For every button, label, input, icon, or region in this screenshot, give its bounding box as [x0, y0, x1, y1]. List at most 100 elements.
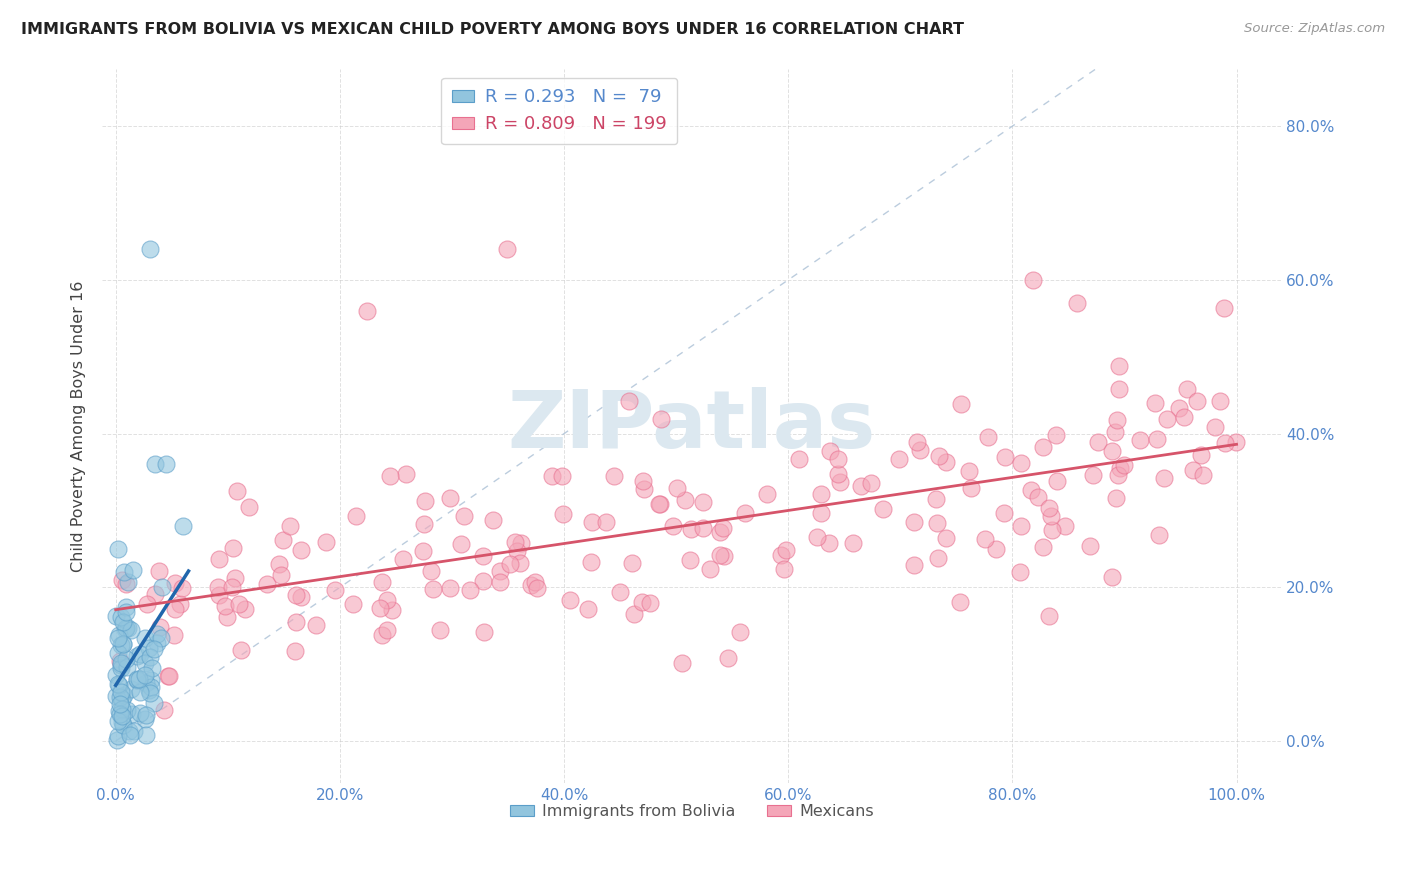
Point: [993, 450, 1015, 464]
Point: [1104, 425, 1126, 439]
Point: [1087, 434, 1109, 449]
Point: [208, 551, 231, 566]
Point: [558, 593, 581, 607]
Point: [111, 709, 134, 723]
Point: [647, 497, 669, 511]
Point: [108, 678, 131, 692]
Point: [315, 535, 337, 549]
Point: [143, 458, 166, 472]
Point: [1046, 474, 1069, 488]
Point: [927, 550, 949, 565]
Point: [603, 468, 626, 483]
Point: [631, 595, 654, 609]
Point: [420, 564, 443, 578]
Point: [935, 455, 957, 469]
Point: [905, 434, 928, 449]
Point: [1078, 539, 1101, 553]
Text: ZIPatlas: ZIPatlas: [508, 387, 876, 465]
Point: [828, 475, 851, 490]
Point: [818, 536, 841, 550]
Point: [755, 487, 778, 501]
Point: [1156, 412, 1178, 426]
Point: [1021, 483, 1043, 498]
Point: [1032, 541, 1054, 555]
Point: [128, 685, 150, 699]
Point: [371, 628, 394, 642]
Point: [1032, 440, 1054, 454]
Point: [110, 661, 132, 675]
Point: [107, 646, 129, 660]
Point: [1185, 393, 1208, 408]
Point: [1153, 471, 1175, 485]
Point: [122, 724, 145, 739]
Point: [134, 631, 156, 645]
Point: [157, 669, 180, 683]
Text: IMMIGRANTS FROM BOLIVIA VS MEXICAN CHILD POVERTY AMONG BOYS UNDER 16 CORRELATION: IMMIGRANTS FROM BOLIVIA VS MEXICAN CHILD…: [21, 22, 965, 37]
Point: [1212, 301, 1234, 315]
Point: [949, 397, 972, 411]
Point: [150, 581, 173, 595]
Point: [841, 536, 863, 550]
Point: [139, 686, 162, 700]
Y-axis label: Child Poverty Among Boys Under 16: Child Poverty Among Boys Under 16: [72, 280, 86, 572]
Point: [957, 464, 980, 478]
Point: [128, 673, 150, 687]
Point: [713, 549, 735, 563]
Point: [371, 574, 394, 589]
Point: [576, 601, 599, 615]
Point: [1182, 463, 1205, 477]
Point: [391, 551, 413, 566]
Point: [709, 548, 731, 562]
Point: [207, 580, 229, 594]
Point: [108, 697, 131, 711]
Point: [1107, 468, 1129, 483]
Point: [1112, 458, 1135, 473]
Point: [439, 581, 461, 595]
Point: [541, 469, 564, 483]
Point: [1167, 401, 1189, 416]
Point: [474, 624, 496, 639]
Point: [734, 506, 756, 520]
Point: [489, 565, 512, 579]
Point: [115, 621, 138, 635]
Point: [505, 535, 527, 549]
Point: [679, 553, 702, 567]
Point: [662, 519, 685, 533]
Point: [222, 541, 245, 555]
Point: [496, 242, 519, 256]
Point: [228, 597, 250, 611]
Point: [1191, 468, 1213, 483]
Point: [150, 631, 173, 645]
Point: [215, 610, 238, 624]
Point: [633, 482, 655, 496]
Point: [806, 530, 828, 544]
Point: [117, 621, 139, 635]
Point: [107, 729, 129, 743]
Point: [1040, 508, 1063, 523]
Point: [271, 533, 294, 548]
Point: [380, 469, 402, 483]
Point: [107, 631, 129, 645]
Point: [104, 667, 127, 681]
Point: [935, 531, 957, 545]
Point: [110, 610, 132, 624]
Point: [107, 714, 129, 729]
Point: [118, 723, 141, 738]
Point: [1108, 382, 1130, 396]
Point: [699, 561, 721, 575]
Point: [1066, 296, 1088, 310]
Point: [772, 562, 794, 576]
Point: [104, 689, 127, 703]
Point: [1045, 427, 1067, 442]
Point: [146, 627, 169, 641]
Point: [1026, 490, 1049, 504]
Point: [450, 537, 472, 551]
Point: [155, 458, 177, 472]
Point: [524, 574, 547, 589]
Point: [711, 520, 734, 534]
Point: [429, 624, 451, 638]
Point: [163, 628, 186, 642]
Point: [323, 583, 346, 598]
Point: [135, 728, 157, 742]
Point: [169, 597, 191, 611]
